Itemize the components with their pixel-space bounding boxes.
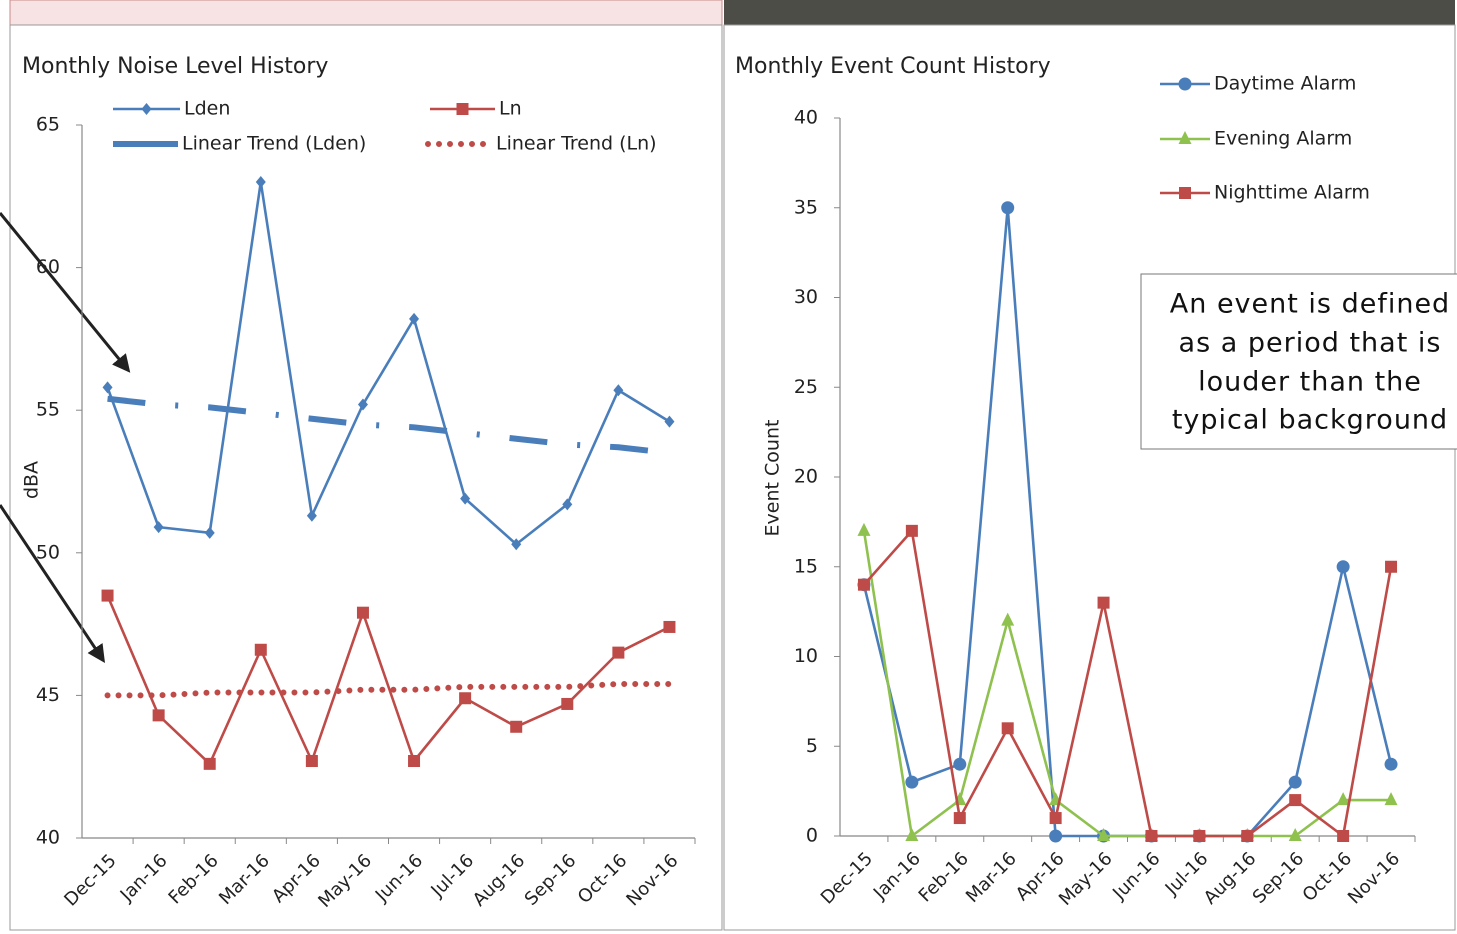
marker: [663, 620, 676, 633]
annotation-text: as a period that is: [1179, 328, 1442, 359]
marker: [409, 312, 420, 325]
marker: [1049, 812, 1062, 825]
right-panel: [723, 24, 1456, 931]
legend-label: Linear Trend (Lden): [182, 133, 366, 155]
marker: [255, 176, 266, 189]
legend-label: Evening Alarm: [1214, 128, 1352, 150]
marker: [102, 381, 113, 394]
y-tick-label: 5: [806, 735, 818, 757]
marker: [905, 828, 919, 841]
annotation-text: An event is defined: [1170, 289, 1450, 320]
marker: [1001, 201, 1015, 215]
y-tick-label: 65: [36, 114, 60, 136]
y-tick-label: 25: [794, 376, 818, 398]
marker: [408, 754, 421, 767]
series-line: [106, 180, 671, 546]
marker: [905, 524, 918, 537]
annotation-text: louder than the: [1198, 367, 1422, 398]
y-tick-label: 50: [36, 541, 60, 563]
marker: [1178, 77, 1192, 91]
marker: [1193, 830, 1206, 842]
marker: [510, 720, 523, 733]
y-tick-label: 10: [794, 645, 818, 667]
y-tick-label: 0: [806, 825, 818, 847]
marker: [460, 492, 471, 505]
marker: [613, 384, 624, 397]
marker: [153, 521, 164, 534]
marker: [1049, 829, 1063, 843]
marker: [1001, 722, 1014, 735]
marker: [152, 709, 165, 722]
marker: [562, 498, 573, 511]
marker: [357, 398, 368, 411]
marker: [1241, 830, 1254, 842]
legend-label: Daytime Alarm: [1214, 73, 1356, 95]
y-tick-label: 40: [794, 107, 818, 129]
left-panel: [9, 24, 723, 931]
y-tick-label: 20: [794, 466, 818, 488]
chart-title: Monthly Event Count History: [735, 54, 1051, 79]
marker: [305, 754, 318, 767]
legend-label: Linear Trend (Ln): [496, 133, 657, 155]
marker: [511, 538, 522, 551]
marker: [203, 757, 216, 770]
arrow: [0, 504, 105, 663]
marker: [254, 643, 267, 656]
marker: [141, 103, 152, 115]
marker: [1336, 792, 1350, 806]
marker: [1145, 830, 1158, 842]
chart-title: Monthly Noise Level History: [22, 54, 328, 79]
annotation-text: typical background: [1172, 405, 1448, 436]
legend-label: Ln: [499, 98, 522, 120]
marker: [1097, 828, 1111, 841]
marker: [1179, 187, 1191, 199]
marker: [1288, 828, 1302, 841]
y-tick-label: 15: [794, 555, 818, 577]
y-tick-label: 40: [36, 827, 60, 849]
series-line: [862, 530, 1392, 838]
marker: [953, 757, 967, 771]
photo-strip: [724, 0, 1455, 25]
y-tick-label: 55: [36, 399, 60, 421]
marker: [1385, 560, 1398, 573]
marker: [456, 103, 469, 115]
marker: [356, 606, 369, 619]
y-tick-label: 30: [794, 286, 818, 308]
marker: [101, 589, 114, 602]
series-line: [106, 595, 671, 766]
legend-label: Lden: [184, 98, 230, 120]
marker: [306, 509, 317, 522]
marker: [204, 526, 215, 539]
y-tick-label: 35: [794, 196, 818, 218]
marker: [857, 578, 870, 591]
marker: [1178, 131, 1192, 144]
marker: [1337, 830, 1350, 842]
marker: [1384, 792, 1398, 806]
annotation-box: [1140, 273, 1457, 450]
legend-label: Nighttime Alarm: [1214, 182, 1370, 204]
marker: [905, 775, 919, 789]
marker: [1001, 612, 1015, 626]
arrow: [0, 212, 131, 373]
marker: [664, 415, 675, 428]
marker: [857, 522, 871, 536]
top-strip: [9, 0, 723, 26]
marker: [1289, 794, 1302, 807]
marker: [1288, 775, 1302, 789]
marker: [612, 646, 625, 659]
marker: [1384, 757, 1398, 771]
marker: [1336, 560, 1350, 574]
y-axis-label: dBA: [21, 461, 43, 499]
series-line: [862, 529, 1393, 838]
y-tick-label: 60: [36, 256, 60, 278]
marker: [953, 812, 966, 825]
marker: [1097, 596, 1110, 609]
marker: [561, 697, 574, 710]
y-tick-label: 45: [36, 684, 60, 706]
y-axis-label: Event Count: [762, 420, 784, 537]
marker: [459, 692, 472, 705]
